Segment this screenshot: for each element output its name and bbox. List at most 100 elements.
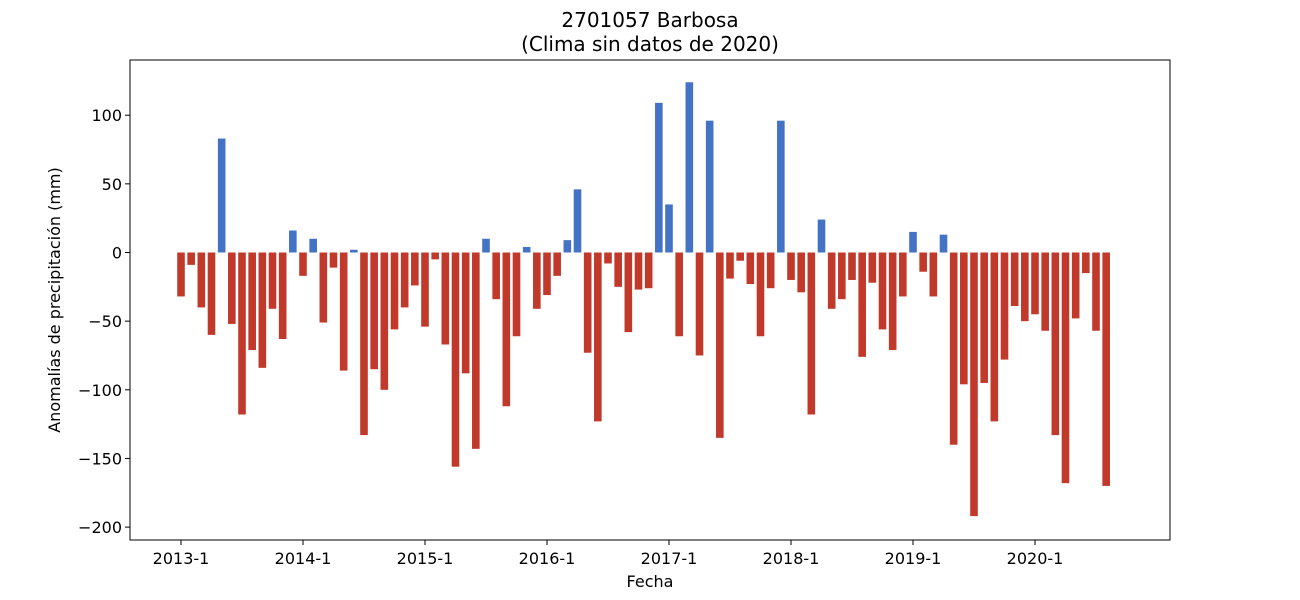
y-tick-label: −100 xyxy=(78,381,122,400)
bar xyxy=(695,252,704,356)
bar xyxy=(421,252,429,327)
bar xyxy=(1000,252,1009,360)
bar xyxy=(960,252,968,385)
bar xyxy=(604,252,612,264)
y-tick-label: −150 xyxy=(78,449,122,468)
bar xyxy=(472,252,480,449)
bar xyxy=(451,252,460,467)
bar xyxy=(461,252,470,374)
bar xyxy=(797,252,805,293)
bar xyxy=(787,252,795,280)
bar xyxy=(777,120,785,253)
bar xyxy=(1082,252,1090,274)
bar xyxy=(980,252,988,383)
bar xyxy=(258,252,267,368)
bar xyxy=(746,252,755,285)
bar xyxy=(1010,252,1019,307)
bar xyxy=(319,252,328,323)
bar xyxy=(848,252,856,280)
bar xyxy=(543,252,551,296)
bar xyxy=(858,252,866,357)
bar xyxy=(1031,252,1039,315)
bar xyxy=(970,252,978,517)
chart-title: 2701057 Barbosa (Clima sin datos de 2020… xyxy=(521,8,779,56)
bar xyxy=(553,252,561,276)
bar xyxy=(512,252,521,337)
chart-title-line2: (Clima sin datos de 2020) xyxy=(521,32,779,56)
bar xyxy=(939,234,948,253)
y-axis-label: Anomalías de precipitación (mm) xyxy=(45,167,64,433)
bar xyxy=(644,252,653,289)
bar xyxy=(1021,252,1029,322)
bar xyxy=(868,252,877,283)
x-tick-label: 2020-1 xyxy=(1007,549,1064,568)
bar xyxy=(217,138,226,253)
bar xyxy=(634,252,643,290)
bar xyxy=(370,252,378,370)
bar xyxy=(187,252,195,265)
bar xyxy=(329,252,338,268)
bar xyxy=(278,252,287,339)
bar xyxy=(207,252,216,335)
bar xyxy=(309,238,317,253)
bar xyxy=(573,189,582,253)
bar xyxy=(838,252,846,300)
x-tick-label: 2016-1 xyxy=(519,549,576,568)
bar xyxy=(411,252,419,286)
x-tick-label: 2013-1 xyxy=(153,549,210,568)
bar xyxy=(990,252,999,422)
bar xyxy=(563,240,572,253)
bar xyxy=(1102,252,1110,486)
bar xyxy=(380,252,389,390)
bar xyxy=(685,82,694,253)
bar xyxy=(736,252,744,261)
y-axis-ticks: 100 50 0 −50 −100 −150 −200 xyxy=(78,106,130,537)
x-tick-label: 2019-1 xyxy=(885,549,942,568)
bar xyxy=(949,252,958,445)
bar xyxy=(726,252,734,279)
bar xyxy=(390,252,399,330)
bar xyxy=(482,238,490,253)
bar xyxy=(665,204,673,253)
bar xyxy=(614,252,622,287)
bar xyxy=(502,252,511,407)
bar xyxy=(878,252,887,330)
bar xyxy=(360,252,368,436)
bar xyxy=(655,102,663,253)
bar xyxy=(1092,252,1100,331)
y-tick-label: 50 xyxy=(102,175,122,194)
bar xyxy=(522,247,531,253)
bars xyxy=(177,82,1110,517)
bar xyxy=(583,252,592,353)
y-tick-label: 0 xyxy=(112,244,122,263)
bar xyxy=(766,252,775,289)
bar xyxy=(299,252,307,276)
bar xyxy=(756,252,765,337)
x-axis-label: Fecha xyxy=(627,572,674,591)
bar xyxy=(248,252,256,350)
bar xyxy=(1041,252,1049,331)
plot-frame xyxy=(129,59,1171,541)
bar xyxy=(624,252,633,333)
bar xyxy=(1071,252,1080,319)
bar xyxy=(705,120,714,253)
y-tick-label: −50 xyxy=(88,312,122,331)
bar xyxy=(888,252,897,350)
bar xyxy=(492,252,500,300)
bar xyxy=(400,252,409,308)
bar xyxy=(817,219,826,253)
bar xyxy=(899,252,907,297)
bar xyxy=(289,230,297,253)
bar xyxy=(197,252,206,308)
bar xyxy=(268,252,277,309)
bar xyxy=(716,252,724,438)
bar xyxy=(594,252,602,422)
chart-title-line1: 2701057 Barbosa xyxy=(561,8,738,32)
bar xyxy=(339,252,348,371)
x-tick-label: 2018-1 xyxy=(763,549,820,568)
bar xyxy=(919,252,927,272)
x-tick-label: 2014-1 xyxy=(275,549,332,568)
bar xyxy=(675,252,683,337)
bar xyxy=(827,252,836,309)
